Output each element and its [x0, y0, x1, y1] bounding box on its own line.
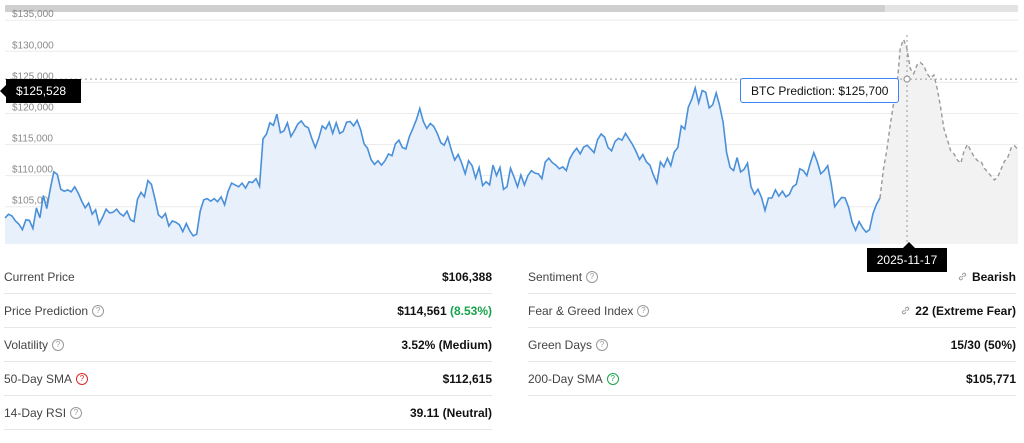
stat-label: 14-Day RSI?	[4, 405, 83, 420]
stat-value: 15/30 (50%)	[950, 337, 1016, 352]
stat-label: Fear & Greed Index?	[528, 303, 650, 318]
price-area	[5, 88, 880, 244]
help-icon[interactable]: ?	[92, 304, 105, 317]
link-icon	[958, 272, 967, 281]
stat-value: $112,615	[442, 371, 492, 386]
stat-value: $114,561 (8.53%)	[397, 304, 492, 318]
y-tick-label: $120,000	[12, 102, 54, 113]
y-tick-label: $135,000	[12, 9, 54, 20]
help-icon[interactable]: ?	[76, 372, 89, 385]
stat-label: Green Days?	[528, 337, 609, 352]
y-tick-label: $105,000	[12, 196, 54, 207]
chart-scrollbar[interactable]	[5, 5, 1018, 12]
y-tick-label: $115,000	[12, 134, 53, 145]
stat-value-main: $114,561	[397, 303, 447, 318]
link-icon	[902, 306, 910, 315]
stat-label-text: Fear & Greed Index	[528, 303, 634, 318]
help-icon[interactable]: ?	[606, 372, 619, 385]
stat-current-price: Current Price $106,388	[4, 260, 492, 294]
help-icon[interactable]: ?	[52, 338, 65, 351]
stat-value: 39.11 (Neutral)	[409, 405, 492, 420]
stat-label-text: 14-Day RSI	[4, 405, 67, 420]
stat-label: Volatility?	[4, 337, 65, 352]
stat-label-text: 50-Day SMA	[4, 371, 73, 386]
help-icon[interactable]: ?	[637, 304, 650, 317]
stat-value-change: (8.53%)	[449, 303, 492, 318]
price-chart[interactable]: $100,000$105,000$110,000$115,000$120,000…	[0, 0, 1024, 272]
chart-scrollbar-thumb[interactable]	[5, 5, 885, 12]
stat-green-days: Green Days? 15/30 (50%)	[528, 328, 1016, 362]
stat-label-text: Volatility	[4, 337, 49, 352]
stat-50-day-sma: 50-Day SMA? $112,615	[4, 362, 492, 396]
stat-label-text: Price Prediction	[4, 303, 89, 318]
stat-value: 22 (Extreme Fear)	[900, 304, 1016, 318]
stat-label-text: Sentiment	[528, 269, 583, 284]
stat-label: Sentiment?	[528, 269, 599, 284]
stat-200-day-sma: 200-Day SMA? $105,771	[528, 362, 1016, 396]
stat-value: 3.52% (Medium)	[401, 337, 492, 352]
stat-label: 50-Day SMA?	[4, 371, 89, 386]
prediction-line	[879, 37, 1019, 199]
prediction-tooltip: BTC Prediction: $125,700	[740, 78, 900, 103]
prediction-area	[880, 39, 1018, 244]
crosshair-date-label: 2025-11-17	[867, 242, 947, 272]
stat-14-day-rsi: 14-Day RSI? 39.11 (Neutral)	[4, 396, 492, 430]
help-icon[interactable]: ?	[70, 406, 83, 419]
y-tick-label: $110,000	[12, 165, 53, 176]
stat-label: 200-Day SMA?	[528, 372, 619, 386]
stat-label-text: 200-Day SMA	[528, 371, 603, 386]
stat-sentiment: Sentiment? Bearish	[528, 260, 1016, 294]
price-line	[4, 84, 881, 237]
stats-right-panel: Sentiment? Bearish Fear & Greed Index? 2…	[528, 260, 1016, 396]
stat-fear-greed: Fear & Greed Index? 22 (Extreme Fear)	[528, 294, 1016, 328]
y-tick-label: $130,000	[12, 40, 54, 51]
stats-left-panel: Current Price $106,388 Price Prediction?…	[4, 260, 492, 430]
help-icon[interactable]: ?	[586, 270, 599, 283]
stat-label-text: Green Days	[528, 337, 593, 352]
y-tick-label: $125,000	[12, 71, 54, 82]
crosshair-point	[903, 75, 911, 83]
stat-value-text: 22 (Extreme Fear)	[915, 303, 1016, 318]
stat-value-text: Bearish	[971, 269, 1016, 284]
stat-label-text: Current Price	[4, 269, 75, 284]
crosshair-price-label: $125,528	[0, 79, 81, 103]
stat-price-prediction: Price Prediction? $114,561 (8.53%)	[4, 294, 492, 328]
stat-value: Bearish	[957, 270, 1016, 284]
stat-value: $106,388	[441, 269, 492, 284]
stat-value: $105,771	[965, 371, 1016, 386]
stat-label: Current Price	[4, 270, 75, 284]
stat-volatility: Volatility? 3.52% (Medium)	[4, 328, 492, 362]
stat-label: Price Prediction?	[4, 303, 105, 318]
help-icon[interactable]: ?	[596, 338, 609, 351]
